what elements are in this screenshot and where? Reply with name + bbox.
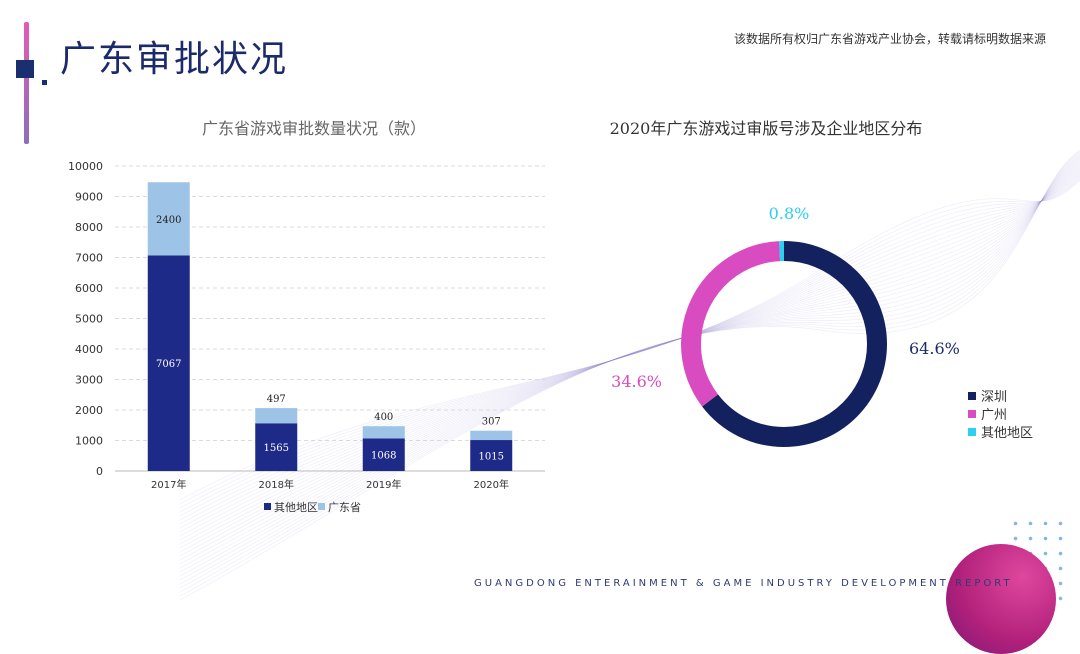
legend-label: 其他地区 (981, 426, 1033, 441)
legend-label: 广东省 (328, 501, 361, 514)
y-tick-label: 5000 (75, 313, 103, 326)
bar-segment-guangdong (470, 430, 513, 441)
copyright-note: 该数据所有权归广东省游戏产业协会，转载请标明数据来源 (733, 32, 1046, 46)
y-tick-label: 3000 (75, 374, 103, 387)
bar-chart-title: 广东省游戏审批数量状况（款） (202, 119, 426, 138)
bar-segment-other-regions (362, 438, 405, 471)
page-title: 广东审批状况 (60, 39, 289, 80)
y-tick-label: 10000 (68, 160, 103, 173)
bar-segment-other-regions (255, 423, 298, 471)
decorative-dot (42, 80, 47, 85)
legend-swatch (968, 428, 976, 436)
legend-label: 广州 (981, 408, 1007, 423)
y-tick-label: 0 (96, 465, 103, 478)
x-tick-label: 2019年 (366, 478, 401, 491)
bar-segment-guangdong (255, 408, 298, 424)
donut-chart-title: 2020年广东游戏过审版号涉及企业地区分布 (610, 119, 923, 138)
bar-data-label: 2400 (156, 215, 181, 226)
x-tick-label: 2020年 (474, 478, 509, 491)
donut-chart: 2020年广东游戏过审版号涉及企业地区分布 64.6% 34.6% 0.8% 深圳广… (610, 119, 1033, 447)
bar-data-label: 400 (374, 412, 393, 423)
legend-label: 其他地区 (274, 501, 318, 514)
bar-data-label: 307 (482, 417, 501, 428)
decorative-square (16, 60, 34, 78)
bar-segment-other-regions (470, 440, 513, 471)
bar-segment-other-regions (147, 255, 190, 471)
legend-swatch (264, 503, 271, 510)
donut-data-label: 0.8% (769, 204, 810, 223)
bar-data-label: 497 (267, 394, 286, 405)
legend-swatch (318, 503, 325, 510)
bar-segment-guangdong (362, 426, 405, 439)
donut-chart-labels: 64.6% 34.6% 0.8% (611, 204, 960, 391)
donut-slice-2 (681, 241, 887, 447)
y-tick-label: 7000 (75, 252, 103, 265)
bar-chart-legend: 其他地区 广东省 (264, 501, 361, 514)
donut-data-label: 64.6% (909, 339, 960, 358)
donut-chart-marks (681, 241, 887, 447)
legend-swatch (968, 392, 976, 400)
bar-data-label: 1015 (479, 452, 504, 463)
x-tick-label: 2018年 (259, 478, 294, 491)
y-tick-label: 8000 (75, 221, 103, 234)
donut-slice-1 (681, 241, 887, 447)
bar-chart-x-axis: 2017年 2018年 2019年 2020年 (151, 478, 509, 491)
donut-data-label: 34.6% (611, 372, 662, 391)
legend-label: 深圳 (981, 390, 1007, 405)
bar-chart-marks: 7067 2400 1565 497 1068 400 1015 307 (147, 182, 513, 471)
bar-segment-guangdong (147, 182, 190, 256)
y-tick-label: 9000 (75, 191, 103, 204)
bar-chart-y-axis: 0 1000 2000 3000 4000 5000 6000 7000 8000 9000 100… (68, 160, 103, 478)
legend-swatch (968, 410, 976, 418)
bar-data-label: 7067 (156, 359, 181, 370)
bar-data-label: 1565 (264, 443, 289, 454)
decorative-circle (946, 544, 1056, 654)
y-tick-label: 4000 (75, 343, 103, 356)
y-tick-label: 6000 (75, 282, 103, 295)
bar-data-label: 1068 (371, 451, 396, 462)
decorative-accent-bar (24, 22, 29, 144)
x-tick-label: 2017年 (151, 478, 186, 491)
background-waves (179, 149, 1080, 601)
footer-report-title: GUANGDONG ENTERAINMENT & GAME INDUSTRY D… (474, 578, 1013, 589)
y-tick-label: 1000 (75, 435, 103, 448)
bar-chart: 广东省游戏审批数量状况（款） 0 1000 2000 3000 4000 5000 6000… (68, 119, 545, 514)
y-tick-label: 2000 (75, 404, 103, 417)
